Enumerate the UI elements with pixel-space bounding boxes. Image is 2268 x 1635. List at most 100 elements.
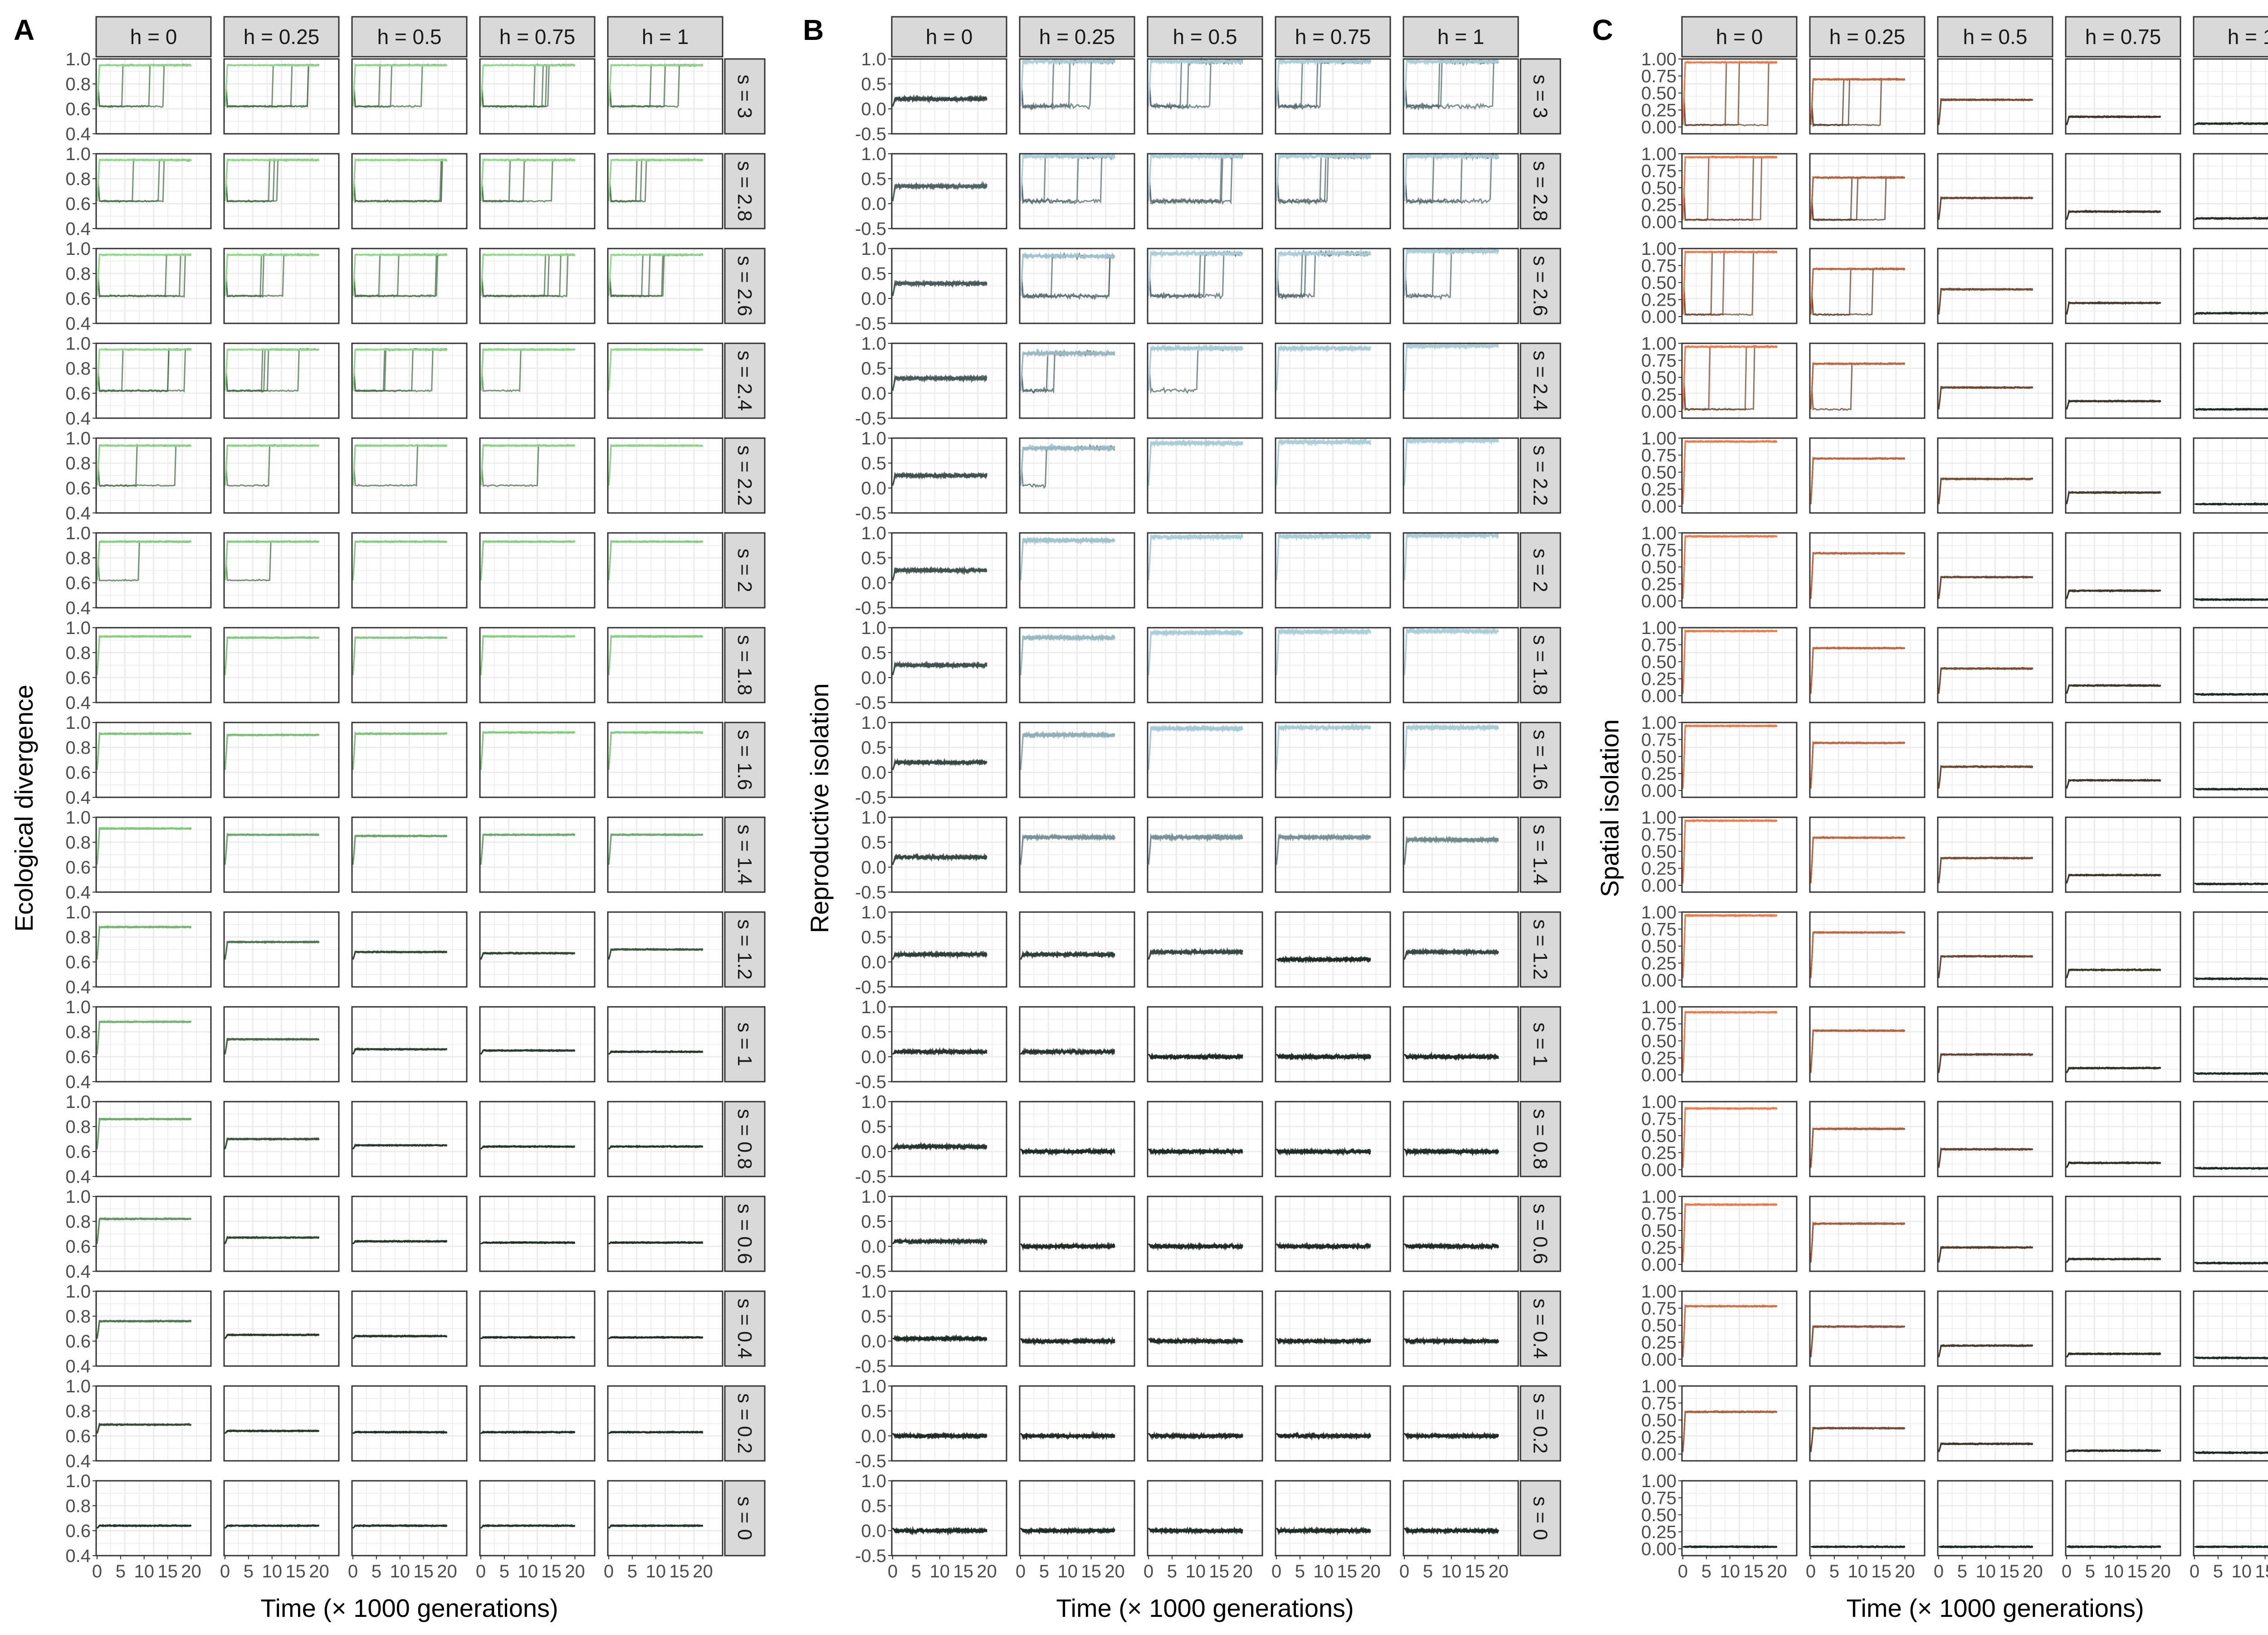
y-tick-label: 0.0 bbox=[861, 384, 886, 404]
x-tick-label: 0 bbox=[348, 1562, 358, 1581]
y-tick-label: 0.4 bbox=[65, 1167, 91, 1187]
y-tick-label: 1.0 bbox=[861, 523, 886, 543]
x-tick-label: 5 bbox=[1295, 1562, 1305, 1581]
x-tick-label: 0 bbox=[1271, 1562, 1281, 1581]
facet-cell bbox=[96, 1007, 211, 1082]
y-tick-label: 1.0 bbox=[861, 334, 886, 354]
column-label: h = 0 bbox=[1716, 25, 1763, 49]
y-tick-label: 0.4 bbox=[65, 503, 91, 523]
facet-cell bbox=[1148, 817, 1262, 892]
y-tick-label: 0.6 bbox=[65, 384, 91, 404]
y-tick-label: 0.4 bbox=[65, 788, 91, 808]
y-tick-label: 0.0 bbox=[861, 1047, 886, 1067]
facet-cell bbox=[1403, 533, 1518, 608]
y-tick-label: 0.5 bbox=[861, 1212, 886, 1232]
facet-cell bbox=[480, 59, 595, 134]
y-tick-label: 0.5 bbox=[861, 454, 886, 473]
y-tick-label: 1.0 bbox=[861, 1376, 886, 1396]
y-tick-label: 0.6 bbox=[65, 1332, 91, 1352]
facet-cell bbox=[1810, 154, 1925, 229]
y-tick-label: 0.00 bbox=[1641, 117, 1677, 137]
y-tick-label: -0.5 bbox=[855, 1357, 886, 1376]
column-label: h = 0.25 bbox=[244, 25, 320, 49]
y-tick-label: 0.5 bbox=[861, 738, 886, 758]
facet-cell bbox=[892, 1007, 1007, 1082]
row-label: s = 0.6 bbox=[733, 1204, 756, 1264]
x-tick-label: 10 bbox=[1185, 1562, 1206, 1581]
facet-cell bbox=[1148, 343, 1262, 418]
y-tick-label: 0.0 bbox=[861, 194, 886, 214]
facet-cell bbox=[1020, 1196, 1134, 1271]
facet-cell bbox=[608, 722, 723, 797]
y-tick-label: 0.6 bbox=[65, 1142, 91, 1162]
facet-cell bbox=[892, 1291, 1007, 1366]
facet-cell bbox=[224, 249, 339, 323]
facet-cell bbox=[1403, 438, 1518, 513]
y-tick-label: 1.0 bbox=[65, 1092, 91, 1112]
y-tick-label: 0.4 bbox=[65, 1262, 91, 1282]
x-tick-label: 20 bbox=[309, 1562, 329, 1581]
facet-cell bbox=[480, 1291, 595, 1366]
y-tick-label: 0.6 bbox=[65, 1047, 91, 1067]
y-tick-label: 1.0 bbox=[65, 523, 91, 543]
facet-cell bbox=[892, 912, 1007, 987]
y-tick-label: 1.0 bbox=[861, 1092, 886, 1112]
x-tick-label: 0 bbox=[1016, 1562, 1026, 1581]
x-tick-label: 0 bbox=[1399, 1562, 1409, 1581]
y-tick-label: 0.6 bbox=[65, 1521, 91, 1541]
y-tick-label: 0.0 bbox=[861, 952, 886, 972]
x-tick-label: 10 bbox=[390, 1562, 410, 1581]
facet-cell bbox=[1276, 912, 1390, 987]
y-tick-label: 0.8 bbox=[65, 1212, 91, 1232]
facet-cell bbox=[224, 1196, 339, 1271]
facet-cell bbox=[96, 1291, 211, 1366]
x-tick-label: 5 bbox=[371, 1562, 381, 1581]
facet-cell bbox=[1403, 1196, 1518, 1271]
row-label: s = 0.8 bbox=[733, 1109, 756, 1169]
y-tick-label: 0.0 bbox=[861, 1521, 886, 1541]
column-label: h = 1 bbox=[2228, 25, 2268, 49]
x-tick-label: 10 bbox=[518, 1562, 538, 1581]
x-tick-label: 5 bbox=[1423, 1562, 1433, 1581]
facet-cell bbox=[1276, 154, 1390, 229]
y-tick-label: 0.6 bbox=[65, 478, 91, 498]
y-tick-label: 1.0 bbox=[65, 334, 91, 354]
y-tick-label: 1.0 bbox=[65, 1282, 91, 1302]
y-tick-label: 1.0 bbox=[65, 1187, 91, 1207]
y-tick-label: 0.5 bbox=[861, 74, 886, 94]
facet-cell bbox=[1020, 438, 1134, 513]
y-tick-label: 1.0 bbox=[861, 997, 886, 1017]
facet-cell bbox=[1403, 628, 1518, 703]
x-tick-label: 15 bbox=[541, 1562, 562, 1581]
facet-cell bbox=[1810, 59, 1925, 134]
facet-cell bbox=[1148, 533, 1262, 608]
facet-cell bbox=[96, 722, 211, 797]
y-tick-label: 0.5 bbox=[861, 1117, 886, 1137]
panel-letter-A: A bbox=[14, 14, 34, 46]
x-tick-label: 5 bbox=[116, 1562, 126, 1581]
facet-cell bbox=[224, 1291, 339, 1366]
y-tick-label: 0.8 bbox=[65, 548, 91, 568]
y-tick-label: 0.6 bbox=[65, 289, 91, 309]
x-tick-label: 15 bbox=[1081, 1562, 1101, 1581]
y-tick-label: 0.6 bbox=[65, 99, 91, 119]
facet-cell bbox=[1148, 59, 1262, 134]
facet-cell bbox=[1276, 59, 1390, 134]
y-tick-label: -0.5 bbox=[855, 1262, 886, 1282]
x-tick-label: 10 bbox=[1057, 1562, 1078, 1581]
x-tick-label: 0 bbox=[92, 1562, 102, 1581]
facet-cell bbox=[224, 343, 339, 418]
facet-cell bbox=[96, 533, 211, 608]
facet-cell bbox=[1148, 154, 1262, 229]
facet-cell bbox=[1276, 1102, 1390, 1176]
facet-cell bbox=[352, 1386, 467, 1461]
row-label: s = 2 bbox=[1529, 548, 1551, 592]
column-label: h = 1 bbox=[642, 25, 689, 49]
x-tick-label: 20 bbox=[1488, 1562, 1509, 1581]
y-tick-label: 0.8 bbox=[65, 1401, 91, 1421]
x-tick-label: 15 bbox=[1465, 1562, 1485, 1581]
y-tick-label: -0.5 bbox=[855, 1546, 886, 1566]
row-label: s = 1 bbox=[733, 1022, 756, 1066]
y-tick-label: 0.0 bbox=[861, 1237, 886, 1257]
